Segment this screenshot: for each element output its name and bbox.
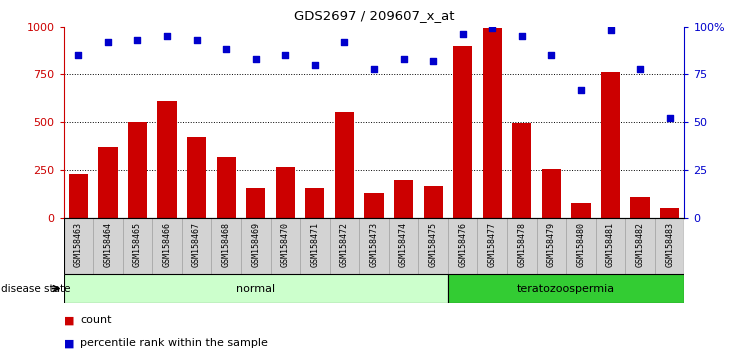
Point xyxy=(663,115,675,121)
Bar xyxy=(660,208,679,218)
Text: GSM158474: GSM158474 xyxy=(399,222,408,267)
Point xyxy=(161,33,173,39)
Text: GSM158483: GSM158483 xyxy=(665,222,674,267)
Bar xyxy=(542,169,561,218)
Text: GDS2697 / 209607_x_at: GDS2697 / 209607_x_at xyxy=(294,9,454,22)
Bar xyxy=(187,137,206,218)
Bar xyxy=(389,218,418,274)
Bar xyxy=(394,181,413,218)
Text: GSM158481: GSM158481 xyxy=(606,222,615,267)
Text: GSM158471: GSM158471 xyxy=(310,222,319,267)
Bar xyxy=(94,218,123,274)
Point xyxy=(220,47,232,52)
Bar xyxy=(182,218,212,274)
Text: GSM158467: GSM158467 xyxy=(192,222,201,267)
Text: GSM158466: GSM158466 xyxy=(162,222,171,267)
Point xyxy=(279,52,291,58)
Point xyxy=(73,52,85,58)
Bar xyxy=(305,188,325,218)
Text: ■: ■ xyxy=(64,338,78,348)
Bar xyxy=(482,28,502,218)
Text: GSM158482: GSM158482 xyxy=(636,222,645,267)
Point xyxy=(102,39,114,45)
Bar xyxy=(271,218,300,274)
Bar xyxy=(595,218,625,274)
Point xyxy=(368,66,380,72)
Point xyxy=(545,52,557,58)
Text: GSM158477: GSM158477 xyxy=(488,222,497,267)
Bar xyxy=(448,274,684,303)
Bar xyxy=(601,73,620,218)
Text: ■: ■ xyxy=(64,315,78,325)
Bar xyxy=(217,156,236,218)
Text: disease state: disease state xyxy=(1,284,70,293)
Text: count: count xyxy=(80,315,111,325)
Bar xyxy=(507,218,536,274)
Bar xyxy=(123,218,153,274)
Point xyxy=(486,25,498,31)
Point xyxy=(132,37,144,43)
Text: GSM158478: GSM158478 xyxy=(518,222,527,267)
Bar xyxy=(64,274,448,303)
Bar xyxy=(276,167,295,218)
Bar xyxy=(364,193,384,218)
Text: GSM158469: GSM158469 xyxy=(251,222,260,267)
Text: GSM158480: GSM158480 xyxy=(577,222,586,267)
Text: GSM158472: GSM158472 xyxy=(340,222,349,267)
Bar xyxy=(477,218,507,274)
Point xyxy=(457,32,469,37)
Bar xyxy=(448,218,477,274)
Text: teratozoospermia: teratozoospermia xyxy=(517,284,615,293)
Bar xyxy=(153,218,182,274)
Point xyxy=(427,58,439,64)
Bar xyxy=(359,218,389,274)
Text: GSM158475: GSM158475 xyxy=(429,222,438,267)
Point xyxy=(516,33,528,39)
Text: percentile rank within the sample: percentile rank within the sample xyxy=(80,338,268,348)
Point xyxy=(398,56,410,62)
Text: GSM158464: GSM158464 xyxy=(103,222,112,267)
Point xyxy=(634,66,646,72)
Point xyxy=(575,87,587,92)
Bar xyxy=(418,218,448,274)
Bar xyxy=(98,147,117,218)
Text: GSM158476: GSM158476 xyxy=(459,222,468,267)
Bar xyxy=(423,186,443,218)
Bar xyxy=(453,46,472,218)
Bar xyxy=(246,188,266,218)
Bar xyxy=(631,197,650,218)
Bar xyxy=(330,218,359,274)
Text: GSM158479: GSM158479 xyxy=(547,222,556,267)
Bar xyxy=(128,122,147,218)
Point xyxy=(250,56,262,62)
Bar xyxy=(654,218,684,274)
Bar xyxy=(69,174,88,218)
Point xyxy=(338,39,350,45)
Bar xyxy=(64,218,94,274)
Bar xyxy=(571,203,591,218)
Bar xyxy=(300,218,330,274)
Bar xyxy=(512,123,531,218)
Bar xyxy=(536,218,566,274)
Bar xyxy=(241,218,271,274)
Text: GSM158470: GSM158470 xyxy=(280,222,289,267)
Text: GSM158468: GSM158468 xyxy=(221,222,230,267)
Point xyxy=(604,28,616,33)
Bar xyxy=(157,101,177,218)
Text: normal: normal xyxy=(236,284,275,293)
Bar xyxy=(625,218,654,274)
Text: GSM158463: GSM158463 xyxy=(74,222,83,267)
Bar xyxy=(566,218,595,274)
Point xyxy=(309,62,321,68)
Point xyxy=(191,37,203,43)
Bar xyxy=(335,112,354,218)
Bar xyxy=(212,218,241,274)
Text: GSM158465: GSM158465 xyxy=(133,222,142,267)
Text: GSM158473: GSM158473 xyxy=(370,222,378,267)
